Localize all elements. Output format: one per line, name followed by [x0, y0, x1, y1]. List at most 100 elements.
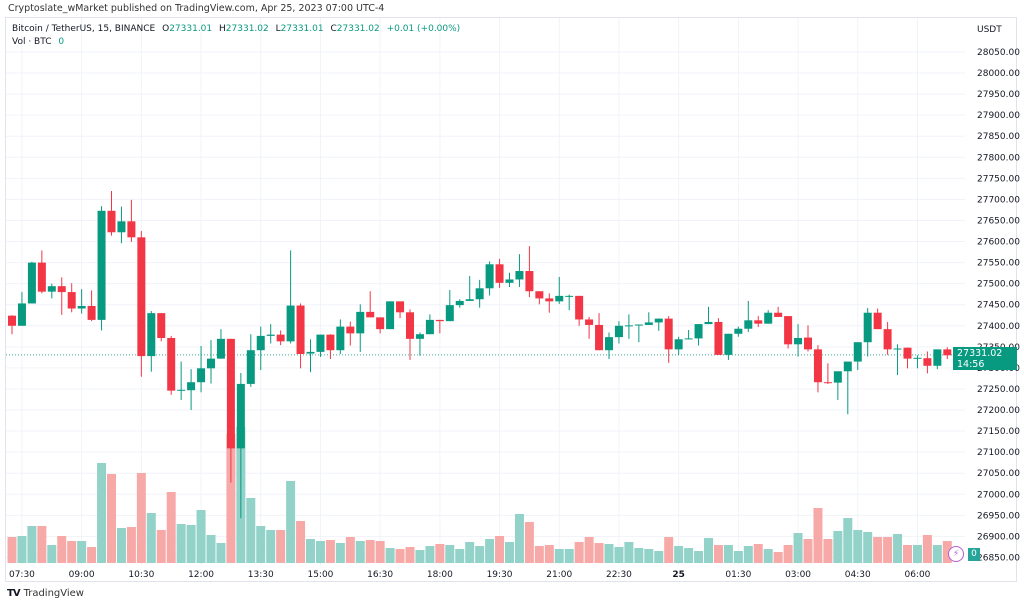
volume-bar — [136, 473, 146, 563]
candle-body — [545, 298, 554, 302]
volume-bar — [87, 547, 97, 563]
candle-body — [644, 322, 653, 325]
time-axis: 07:30 09:00 10:30 12:00 13:30 15:00 16:30 18:00… — [9, 570, 931, 580]
candle-body — [27, 262, 36, 304]
volume-bar — [97, 463, 107, 563]
volume-bar — [306, 539, 315, 563]
candle-body — [634, 324, 643, 326]
volume-bar — [694, 551, 704, 563]
candle-body — [455, 300, 464, 306]
volume-bar — [266, 530, 276, 563]
low-label: L — [275, 24, 281, 34]
close-value: 27331.02 — [336, 24, 380, 34]
high-label: H — [219, 24, 226, 34]
volume-bar — [554, 549, 564, 563]
candle-body — [207, 358, 215, 369]
candle-body — [256, 335, 265, 351]
candle-body — [614, 325, 623, 338]
lightning-icon[interactable]: ⚡ — [948, 546, 964, 562]
candle-body — [276, 334, 285, 342]
volume-bar — [883, 537, 893, 563]
volume-bar — [226, 434, 236, 563]
candle-body — [445, 305, 454, 322]
price-tick-label: 26950.00 — [977, 511, 1020, 521]
candle-body — [505, 279, 514, 283]
volume-bar — [564, 549, 574, 563]
low-value: 27331.01 — [280, 24, 324, 34]
price-tick-label: 27500.00 — [977, 280, 1020, 290]
candle-body — [565, 295, 574, 297]
candle-body — [465, 299, 474, 301]
candle-body — [575, 295, 584, 320]
price-tick-label: 27250.00 — [977, 385, 1020, 395]
candle-body — [515, 271, 524, 280]
candle-body — [246, 350, 255, 384]
candle-body — [485, 264, 494, 289]
time-tick-label: 07:30 — [9, 570, 35, 580]
volume-bar — [803, 539, 813, 563]
volume-bar — [495, 536, 505, 563]
tradingview-logo[interactable]: 𝗧𝗩 TradingView — [7, 588, 84, 599]
volume-bar — [544, 545, 554, 563]
candle-body — [624, 325, 633, 327]
candle-body — [177, 389, 186, 391]
price-tick-label: 27800.00 — [977, 153, 1020, 163]
volume-bar — [873, 537, 883, 563]
candle-body — [336, 326, 345, 351]
volume-bar — [365, 540, 375, 563]
volume-bar — [286, 481, 296, 563]
volume-bar — [763, 549, 773, 563]
time-tick-label: 16:30 — [367, 570, 393, 580]
chart-legend: Bitcoin / TetherUS, 15, BINANCE O27331.0… — [12, 23, 464, 49]
volume-bar — [485, 539, 495, 563]
candle-body — [475, 288, 484, 300]
candle-body — [435, 319, 444, 322]
volume-bar — [614, 547, 624, 563]
volume-bar — [7, 537, 17, 563]
volume-bar — [654, 551, 664, 563]
volume-bar — [813, 508, 823, 563]
price-tick-label: 26900.00 — [977, 532, 1020, 542]
candle-body — [853, 342, 862, 362]
price-tick-label: 27200.00 — [977, 406, 1020, 416]
candle-body — [396, 301, 405, 313]
volume-bar — [584, 537, 594, 563]
candle-body — [117, 221, 126, 233]
candle-body — [863, 312, 872, 343]
candle-body — [833, 371, 842, 383]
volume-bar — [116, 528, 126, 563]
candle-body — [664, 318, 673, 350]
volume-bar — [256, 526, 266, 563]
time-tick-label: 04:30 — [845, 570, 871, 580]
current-price: 27331.02 — [957, 348, 1003, 359]
volume-bar — [574, 542, 584, 563]
time-tick-label: 09:00 — [69, 570, 95, 580]
candle-body — [873, 312, 882, 330]
volume-bar — [325, 540, 335, 563]
volume-bar — [465, 542, 475, 563]
candle-body — [734, 328, 743, 334]
publish-info: Cryptoslate_wMarket published on Trading… — [8, 3, 385, 14]
price-tick-label: 27550.00 — [977, 259, 1020, 269]
volume-bar — [863, 532, 873, 563]
candle-body — [406, 312, 414, 339]
volume-bar — [156, 530, 166, 563]
price-tick-label: 26850.00 — [977, 553, 1020, 563]
volume-bar — [524, 522, 534, 563]
volume-bar — [684, 548, 694, 563]
volume-bar — [674, 546, 684, 563]
candle-body — [236, 383, 245, 449]
candles — [8, 190, 962, 519]
volume-bar — [77, 541, 87, 563]
candle-body — [47, 286, 56, 292]
bar-countdown: 14:56 — [957, 359, 985, 370]
chart-frame — [5, 17, 1017, 582]
time-tick-label: 22:30 — [606, 570, 632, 580]
candle-body — [654, 318, 663, 323]
currency-label: USDT — [977, 25, 1002, 35]
volume-bar — [405, 547, 415, 563]
volume-bar — [932, 545, 942, 563]
volume-bars — [7, 427, 952, 563]
candle-body — [794, 337, 803, 345]
